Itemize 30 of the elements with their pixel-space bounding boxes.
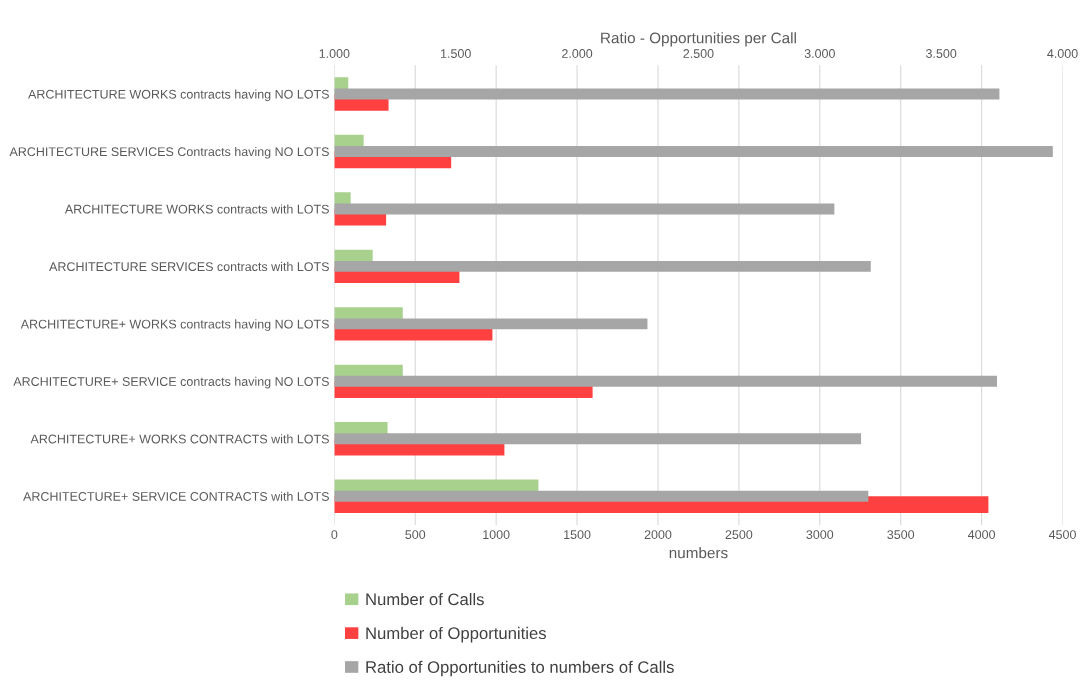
y-tick-label: ARCHITECTURE WORKS contracts with LOTS bbox=[64, 204, 329, 214]
y-tick-label: ARCHITECTURE+ SERVICE contracts having NO LOTS bbox=[13, 376, 329, 389]
y-tick-label: ARCHITECTURE WORKS contracts having NO LOTS bbox=[28, 89, 329, 102]
x-tick-label: 4000 bbox=[968, 530, 996, 539]
x-tick-label: 2000 bbox=[644, 530, 672, 539]
x-tick-label: 1500 bbox=[564, 530, 591, 539]
x2-tick-label: 4.000 bbox=[1047, 49, 1078, 58]
x-tick-label: 500 bbox=[405, 530, 426, 539]
legend-label: Number of Opportunities bbox=[366, 626, 546, 643]
y-tick-label: ARCHITECTURE SERVICES contracts with LOTS bbox=[49, 261, 329, 272]
y-tick-label: ARCHITECTURE+ WORKS CONTRACTS with LOTS bbox=[30, 434, 329, 444]
x2-tick-label: 3.000 bbox=[804, 49, 835, 58]
x-axis-title: numbers bbox=[669, 547, 728, 559]
x2-tick-label: 2.000 bbox=[562, 49, 593, 58]
y-tick-label: ARCHITECTURE+ SERVICE CONTRACTS with LOTS bbox=[23, 491, 329, 501]
x-tick-label: 2500 bbox=[725, 530, 753, 539]
x2-tick-label: 3.500 bbox=[926, 49, 957, 58]
legend-label: Ratio of Opportunities to numbers of Calls bbox=[366, 660, 674, 677]
y-tick-label: ARCHITECTURE+ WORKS contracts having NO LOTS bbox=[20, 319, 329, 331]
x2-tick-label: 1.000 bbox=[319, 49, 350, 58]
x2-tick-label: 2.500 bbox=[683, 49, 714, 58]
x-tick-label: 4500 bbox=[1048, 530, 1076, 539]
x2-tick-label: 1.500 bbox=[441, 49, 471, 58]
x-tick-label: 1000 bbox=[483, 530, 510, 539]
x-tick-label: 3500 bbox=[887, 530, 915, 539]
legend-label: Number of Calls bbox=[366, 593, 484, 606]
x-tick-label: 0 bbox=[331, 530, 338, 539]
x-tick-label: 3000 bbox=[806, 530, 834, 539]
x2-axis-title: Ratio - Opportunities per Call bbox=[601, 32, 796, 47]
y-tick-label: ARCHITECTURE SERVICES Contracts having NO LOTS bbox=[9, 146, 329, 159]
